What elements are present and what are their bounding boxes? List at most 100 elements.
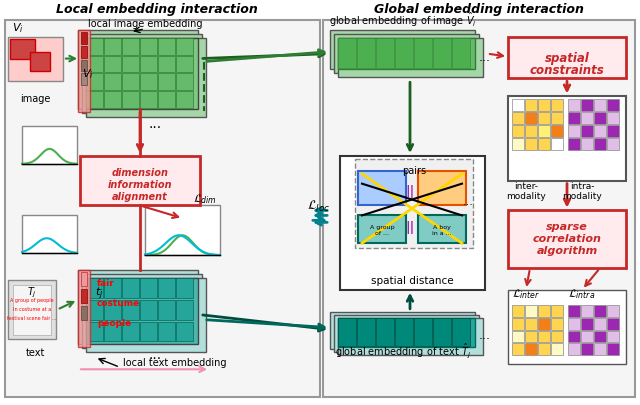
FancyBboxPatch shape (81, 289, 87, 303)
FancyBboxPatch shape (140, 300, 157, 320)
Text: A group of people: A group of people (10, 298, 54, 303)
FancyBboxPatch shape (538, 139, 550, 151)
FancyBboxPatch shape (86, 38, 198, 110)
FancyBboxPatch shape (104, 38, 121, 55)
Text: intra-
modality: intra- modality (562, 181, 602, 200)
FancyBboxPatch shape (355, 160, 473, 249)
FancyBboxPatch shape (158, 56, 175, 73)
FancyBboxPatch shape (508, 290, 626, 364)
FancyBboxPatch shape (525, 331, 537, 343)
Text: local image embedding: local image embedding (88, 19, 202, 29)
FancyBboxPatch shape (551, 126, 563, 138)
FancyBboxPatch shape (158, 300, 175, 320)
Text: constraints: constraints (530, 64, 604, 77)
FancyBboxPatch shape (395, 318, 413, 347)
FancyBboxPatch shape (594, 139, 606, 151)
FancyBboxPatch shape (176, 92, 193, 109)
Text: image: image (20, 94, 50, 104)
FancyBboxPatch shape (568, 113, 580, 125)
FancyBboxPatch shape (122, 74, 139, 91)
Text: alignment: alignment (112, 191, 168, 201)
Text: algorithm: algorithm (536, 245, 598, 256)
Text: $\mathcal{L}_{dim}$: $\mathcal{L}_{dim}$ (193, 192, 217, 206)
FancyBboxPatch shape (358, 171, 406, 206)
FancyBboxPatch shape (594, 100, 606, 112)
FancyBboxPatch shape (376, 38, 394, 69)
FancyBboxPatch shape (13, 285, 51, 335)
FancyBboxPatch shape (338, 318, 475, 347)
FancyBboxPatch shape (78, 270, 198, 345)
FancyBboxPatch shape (104, 74, 121, 91)
FancyBboxPatch shape (86, 92, 103, 109)
FancyBboxPatch shape (512, 331, 524, 343)
FancyBboxPatch shape (551, 331, 563, 343)
FancyBboxPatch shape (334, 35, 479, 74)
FancyBboxPatch shape (418, 216, 466, 243)
FancyBboxPatch shape (81, 33, 87, 45)
FancyBboxPatch shape (525, 318, 537, 330)
FancyBboxPatch shape (581, 305, 593, 317)
FancyBboxPatch shape (581, 331, 593, 343)
FancyBboxPatch shape (140, 92, 157, 109)
FancyBboxPatch shape (568, 100, 580, 112)
FancyBboxPatch shape (607, 139, 619, 151)
FancyBboxPatch shape (140, 278, 157, 298)
Text: $t_j$: $t_j$ (95, 285, 104, 302)
FancyBboxPatch shape (78, 270, 90, 347)
Text: spatial distance: spatial distance (371, 275, 453, 285)
FancyBboxPatch shape (338, 38, 483, 78)
FancyBboxPatch shape (568, 331, 580, 343)
FancyBboxPatch shape (158, 38, 175, 55)
FancyBboxPatch shape (395, 38, 413, 69)
FancyBboxPatch shape (158, 74, 175, 91)
FancyBboxPatch shape (81, 47, 87, 58)
FancyBboxPatch shape (512, 113, 524, 125)
FancyBboxPatch shape (122, 56, 139, 73)
FancyBboxPatch shape (607, 126, 619, 138)
Text: inter-
modality: inter- modality (506, 181, 546, 200)
FancyBboxPatch shape (86, 278, 206, 352)
FancyBboxPatch shape (140, 38, 157, 55)
Text: $V_i$: $V_i$ (82, 67, 93, 81)
FancyBboxPatch shape (568, 305, 580, 317)
FancyBboxPatch shape (525, 126, 537, 138)
Text: pairs: pairs (402, 165, 426, 175)
FancyBboxPatch shape (86, 322, 103, 342)
FancyBboxPatch shape (581, 343, 593, 356)
FancyBboxPatch shape (338, 38, 475, 70)
FancyBboxPatch shape (104, 322, 121, 342)
FancyBboxPatch shape (323, 21, 635, 397)
Text: spatial: spatial (545, 52, 589, 65)
FancyBboxPatch shape (82, 35, 202, 114)
FancyBboxPatch shape (508, 97, 626, 181)
FancyBboxPatch shape (538, 113, 550, 125)
FancyBboxPatch shape (581, 139, 593, 151)
FancyBboxPatch shape (22, 127, 77, 164)
Text: Global embedding interaction: Global embedding interaction (374, 3, 584, 16)
FancyBboxPatch shape (512, 343, 524, 356)
FancyBboxPatch shape (81, 60, 87, 72)
Text: costume: costume (97, 298, 140, 307)
FancyBboxPatch shape (433, 318, 451, 347)
FancyBboxPatch shape (512, 100, 524, 112)
FancyBboxPatch shape (414, 38, 432, 69)
FancyBboxPatch shape (176, 56, 193, 73)
FancyBboxPatch shape (418, 171, 466, 206)
FancyBboxPatch shape (551, 139, 563, 151)
FancyBboxPatch shape (538, 305, 550, 317)
FancyBboxPatch shape (81, 306, 87, 320)
Text: In costume at a: In costume at a (13, 307, 51, 311)
FancyBboxPatch shape (340, 156, 485, 290)
FancyBboxPatch shape (512, 305, 524, 317)
FancyBboxPatch shape (104, 300, 121, 320)
FancyBboxPatch shape (86, 56, 103, 73)
FancyBboxPatch shape (140, 56, 157, 73)
Text: Local embedding interaction: Local embedding interaction (56, 3, 258, 16)
FancyBboxPatch shape (508, 38, 626, 79)
FancyBboxPatch shape (538, 318, 550, 330)
FancyBboxPatch shape (338, 318, 356, 347)
FancyBboxPatch shape (538, 126, 550, 138)
FancyBboxPatch shape (10, 40, 35, 60)
FancyBboxPatch shape (8, 280, 56, 340)
FancyBboxPatch shape (607, 343, 619, 356)
